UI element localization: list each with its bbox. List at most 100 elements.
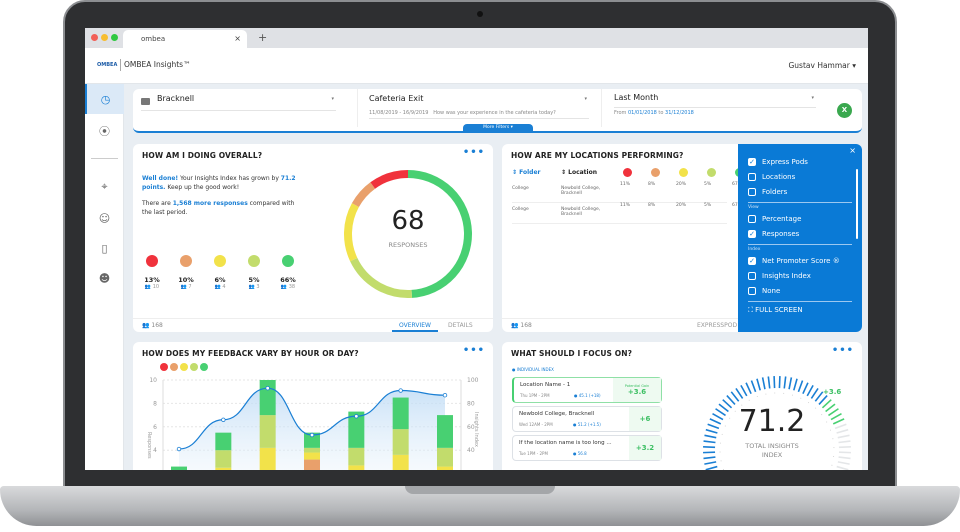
face-icon (200, 363, 208, 371)
y2-axis-label: Insights Index (473, 412, 479, 447)
checkbox-option[interactable]: Percentage (748, 211, 852, 226)
from-date[interactable]: 01/01/2018 (627, 110, 657, 116)
gauge-tick (705, 465, 718, 470)
gauge-tick (740, 385, 748, 397)
checkbox[interactable]: ✓ (748, 229, 756, 238)
checkbox[interactable] (748, 214, 756, 223)
focus-item[interactable]: If the location name is too long ... Tue … (512, 435, 662, 461)
checkbox-option[interactable]: ✓ Responses (748, 226, 852, 241)
table-row[interactable]: College Newbold College, Bracknell 11% 8% 20… (512, 203, 742, 224)
location-pin-icon: ⦿ (99, 125, 110, 138)
gauge-tick (838, 446, 851, 449)
gauge-tick (726, 395, 736, 405)
gauge-tick (825, 403, 836, 413)
checkbox[interactable] (748, 271, 756, 280)
checkbox-option[interactable]: ✓ Express Pods (748, 154, 852, 169)
sentiment-item: 5% 👥 3 (245, 252, 263, 290)
face-icon (651, 168, 660, 177)
checkbox-option[interactable]: Locations (748, 169, 852, 184)
sidebar-item-reports[interactable]: ▯ (85, 233, 124, 263)
bar-segment (348, 447, 365, 466)
tab-overview[interactable]: OVERVIEW (392, 322, 438, 332)
checkbox-option[interactable]: Insights Index (748, 268, 852, 283)
face-icon (160, 363, 168, 371)
scrollbar[interactable] (856, 169, 858, 239)
from-label: From (614, 110, 627, 116)
table-cell: 5% (704, 203, 712, 208)
checkbox[interactable] (748, 286, 756, 295)
total-insights-value: 71.2 (738, 404, 806, 439)
maximize-window-button[interactable] (111, 34, 118, 41)
question-select[interactable]: Cafeteria Exit ▾ (369, 94, 587, 103)
sidebar: ◷ ⦿ ⌖ ☺ ▯ ☻ (85, 84, 124, 470)
bar-segment (304, 452, 320, 460)
checkbox[interactable]: ✓ (748, 256, 756, 265)
app-name: OMBEA Insights™ (124, 60, 191, 69)
focus-item[interactable]: Newbold College, Bracknell Wed 12AM - 2PM… (512, 406, 662, 432)
new-tab-button[interactable]: + (258, 31, 268, 44)
checkbox[interactable] (748, 172, 756, 181)
bar-segment (215, 467, 232, 470)
checkbox[interactable] (748, 187, 756, 196)
locations-card: HOW ARE MY LOCATIONS PERFORMING? ⇕ Folde… (502, 144, 862, 332)
to-date[interactable]: 31/12/2018 (665, 110, 694, 116)
more-filters-button[interactable]: More Filters ▾ (463, 124, 533, 131)
checkbox-option[interactable]: ✓ Net Promoter Score ® (748, 253, 852, 268)
bar-segment (215, 450, 232, 468)
more-options-button[interactable]: ••• (462, 147, 485, 158)
gauge-tick (834, 423, 847, 430)
gauge-dot (748, 399, 750, 401)
minimize-window-button[interactable] (101, 34, 108, 41)
sidebar-item-dashboard[interactable]: ◷ (85, 84, 124, 114)
location-select[interactable]: Bracknell ▾ (141, 94, 336, 111)
focus-item-index: ● 51.2 (+1.5) (573, 422, 601, 427)
focus-item-index: ● 56.8 (573, 451, 587, 456)
location-column-header[interactable]: ⇕ Location (561, 169, 597, 176)
card-title: HOW ARE MY LOCATIONS PERFORMING? (511, 151, 684, 160)
focus-item[interactable]: Location Name - 1 Thu 1PM - 2PM ● 45.1 (+1… (512, 377, 662, 403)
sidebar-item-users[interactable]: ☺ (85, 203, 124, 233)
sentiment-pct: 13% (144, 276, 160, 284)
table-cell: 5% (704, 182, 712, 187)
book-icon: ▯ (101, 241, 108, 255)
close-tab-icon[interactable]: × (234, 34, 241, 43)
browser-tab[interactable]: ombea × (123, 30, 247, 48)
gauge-dot (774, 392, 776, 394)
face-icon (248, 255, 260, 267)
user-menu[interactable]: Gustav Hammar ▾ (788, 61, 856, 70)
checkbox-option[interactable]: Folders (748, 184, 852, 199)
option-label: Net Promoter Score ® (762, 256, 840, 265)
head-icon: ☻ (98, 271, 111, 285)
checkbox-option[interactable]: None (748, 283, 852, 298)
more-options-button[interactable]: ••• (462, 345, 485, 356)
more-options-button[interactable]: ••• (831, 345, 854, 356)
option-label: Locations (762, 172, 796, 181)
folder-column-header[interactable]: ⇕ Folder (512, 169, 541, 176)
sentiment-item: 6% 👥 4 (211, 252, 229, 290)
checkbox[interactable]: ✓ (748, 157, 756, 166)
table-cell: 8% (648, 203, 656, 208)
excel-export-button[interactable]: X (837, 103, 852, 118)
face-icon (282, 255, 294, 267)
insights-delta: +3.6 (823, 388, 842, 396)
map-pin-icon: ⌖ (101, 180, 108, 193)
sidebar-item-insights[interactable]: ☻ (85, 263, 124, 293)
line-point (221, 417, 226, 422)
tab-details[interactable]: DETAILS (448, 322, 473, 329)
close-window-button[interactable] (91, 34, 98, 41)
focus-item-name: If the location name is too long ... (519, 440, 612, 446)
close-panel-button[interactable]: × (849, 146, 856, 155)
gauge-dot (829, 429, 831, 431)
feedback-chart: 10 100 8 80 6 60 4 40 Responses Insights Index (146, 377, 479, 470)
index-label: Index (748, 244, 852, 252)
sidebar-item-locations[interactable]: ⦿ (85, 116, 124, 146)
full-screen-button[interactable]: ⛶ FULL SCREEN (748, 301, 852, 315)
gauge-tick (715, 408, 726, 417)
gauge-tick (821, 399, 832, 409)
table-row[interactable]: College Newbold College, Bracknell 11% 8% 20… (512, 182, 742, 203)
tab-expresspod[interactable]: EXPRESSPOD (697, 322, 738, 329)
bar-segment (437, 466, 453, 470)
table-cell: Newbold College, Bracknell (561, 207, 601, 217)
sidebar-item-map[interactable]: ⌖ (85, 172, 124, 202)
period-select[interactable]: Last Month ▾ (614, 93, 816, 108)
